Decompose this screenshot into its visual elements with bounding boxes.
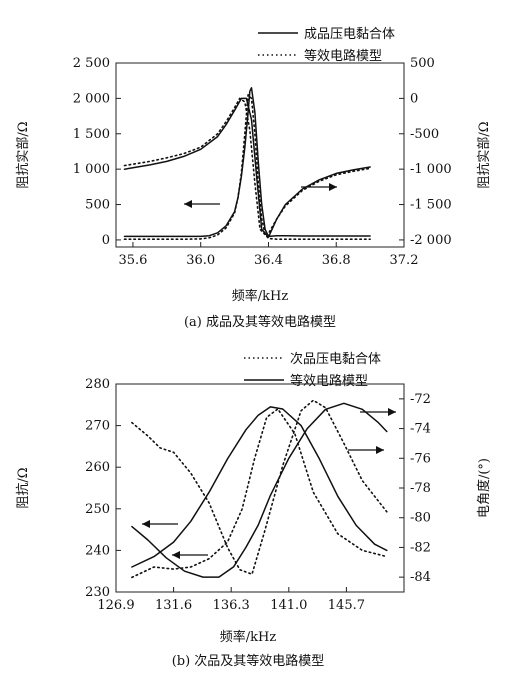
y-left-tick-label: 270 <box>85 419 110 434</box>
x-tick-label: 126.9 <box>97 598 134 613</box>
chart-a-xlabel: 频率/kHz <box>232 288 289 304</box>
chart-b-series <box>131 399 388 579</box>
chart-b-ylabel-right: 电角度/(°) <box>476 458 492 518</box>
x-tick-label: 141.0 <box>270 598 307 613</box>
y-left-tick-label: 240 <box>85 543 110 558</box>
y-left-tick-label: 1 500 <box>73 127 110 142</box>
chart-a-ylabel-left: 阻抗实部/Ω <box>16 121 31 188</box>
x-tick-label: 36.8 <box>322 253 351 268</box>
y-right-tick-label: -82 <box>410 540 431 555</box>
x-tick-label: 37.2 <box>390 253 419 268</box>
y-left-tick-label: 2 000 <box>73 91 110 106</box>
x-tick-label: 36.0 <box>186 253 215 268</box>
y-right-tick-label: -80 <box>410 511 431 526</box>
arrow-right-a <box>301 183 337 191</box>
y-right-tick-label: 0 <box>410 91 418 106</box>
y-left-tick-label: 230 <box>85 585 110 600</box>
chart-a-series <box>123 87 371 240</box>
x-tick-label: 136.3 <box>213 598 250 613</box>
y-right-tick-label: -84 <box>410 570 431 585</box>
y-left-tick-label: 250 <box>85 502 110 517</box>
y-left-tick-label: 2 500 <box>73 56 110 71</box>
y-left-tick-label: 0 <box>102 233 110 248</box>
y-right-tick-label: 500 <box>410 56 435 71</box>
y-right-tick-label: -78 <box>410 481 431 496</box>
arrow-left-a <box>184 200 220 208</box>
series-line-a-3 <box>123 97 371 238</box>
chart-b-ylabel-left: 阻抗/Ω <box>16 467 31 508</box>
legend-b-item-2: 等效电路模型 <box>290 373 368 389</box>
y-right-tick-label: -2 000 <box>410 233 452 248</box>
y-left-tick-label: 1 000 <box>73 162 110 177</box>
series-line-a-2 <box>123 94 371 240</box>
chart-a: 35.6 36.0 36.4 36.8 37.2 0 500 1 000 1 500 2 000 2… <box>16 26 492 330</box>
series-line-b-1 <box>131 408 388 579</box>
series-line-b-4 <box>131 402 388 578</box>
y-right-tick-label: -76 <box>410 451 431 466</box>
y-right-tick-label: -72 <box>410 392 431 407</box>
x-tick-label: 35.6 <box>118 253 147 268</box>
chart-a-caption: (a) 成品及其等效电路模型 <box>184 314 336 330</box>
arrow-right-b-upper <box>360 408 396 416</box>
x-tick-label: 131.6 <box>155 598 192 613</box>
series-line-b-2 <box>131 406 388 568</box>
y-right-tick-label: -1 000 <box>410 162 452 177</box>
chart-b-caption: (b) 次品及其等效电路模型 <box>172 653 325 669</box>
x-tick-label: 145.7 <box>328 598 365 613</box>
chart-a-plot-frame <box>115 62 405 248</box>
series-line-a-1 <box>123 87 371 238</box>
chart-b-ticks: 126.9 131.6 136.3 141.0 145.7 230 240 250 260 270… <box>85 377 431 613</box>
y-left-tick-label: 280 <box>85 377 110 392</box>
chart-b-xlabel: 频率/kHz <box>220 629 277 645</box>
y-right-tick-label: -1 500 <box>410 198 452 213</box>
chart-b: 126.9 131.6 136.3 141.0 145.7 230 240 250 260 270… <box>16 351 492 669</box>
series-line-b-3 <box>131 399 388 575</box>
y-left-tick-label: 260 <box>85 460 110 475</box>
arrow-right-b-lower <box>348 446 384 454</box>
arrow-left-b-lower <box>172 551 208 559</box>
legend-a-item-1: 成品压电黏合体 <box>304 26 395 42</box>
legend-b-item-1: 次品压电黏合体 <box>290 351 381 367</box>
legend-a-item-2: 等效电路模型 <box>304 48 382 64</box>
series-line-a-4 <box>123 97 371 238</box>
arrow-left-b-upper <box>142 520 178 528</box>
y-right-tick-label: -74 <box>410 422 431 437</box>
chart-a-ticks: 35.6 36.0 36.4 36.8 37.2 0 500 1 000 1 500 2 000 2… <box>73 56 452 268</box>
chart-a-ylabel-right: 阻抗实部/Ω <box>477 121 492 188</box>
chart-b-plot-frame <box>115 383 405 593</box>
x-tick-label: 36.4 <box>254 253 283 268</box>
y-left-tick-label: 500 <box>85 198 110 213</box>
y-right-tick-label: -500 <box>410 127 439 142</box>
